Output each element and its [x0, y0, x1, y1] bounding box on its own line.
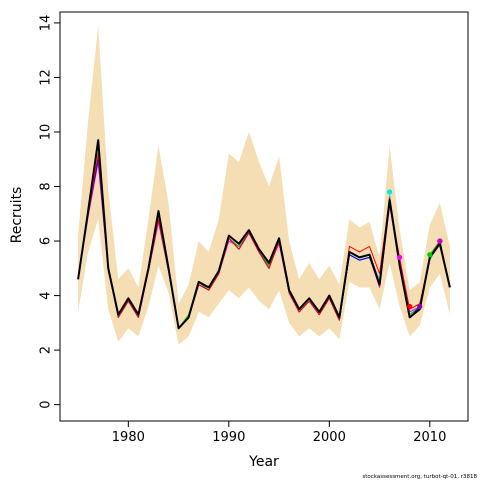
- confidence-band-layer: [78, 25, 450, 345]
- y-tick-label: 6: [39, 237, 54, 245]
- endpoint-marker-1: [397, 254, 403, 260]
- endpoint-marker-3: [427, 252, 433, 258]
- confidence-band: [78, 25, 450, 345]
- y-tick-label: 4: [39, 291, 54, 299]
- x-tick-label: 1980: [112, 430, 145, 445]
- endpoint-marker-6: [417, 303, 423, 310]
- y-axis-title: Recruits: [9, 187, 25, 244]
- x-tick-label: 2000: [313, 430, 346, 445]
- series-lines-layer: [77, 139, 451, 330]
- y-tick-label: 14: [39, 15, 54, 32]
- y-tick-label: 8: [39, 182, 54, 190]
- y-axis: 0 2 4 6 8 10 12 14: [39, 15, 61, 409]
- x-tick-label: 1990: [212, 430, 245, 445]
- y-tick-label: 0: [39, 400, 54, 408]
- x-axis: 1980 1990 2000 2010: [78, 420, 450, 445]
- endpoint-markers-layer: [387, 189, 443, 310]
- y-tick-label: 12: [39, 69, 54, 86]
- endpoint-marker-7: [437, 238, 443, 244]
- y-tick-label: 2: [39, 346, 54, 354]
- series-line-6: [77, 139, 451, 330]
- footnote: stockassessment.org, turbot-qt-01, r3818: [362, 474, 477, 480]
- x-axis-title: Year: [248, 454, 279, 470]
- endpoint-marker-5: [407, 303, 413, 310]
- x-tick-label: 2010: [413, 430, 446, 445]
- endpoint-marker-2: [387, 189, 393, 195]
- y-tick-label: 10: [39, 124, 54, 141]
